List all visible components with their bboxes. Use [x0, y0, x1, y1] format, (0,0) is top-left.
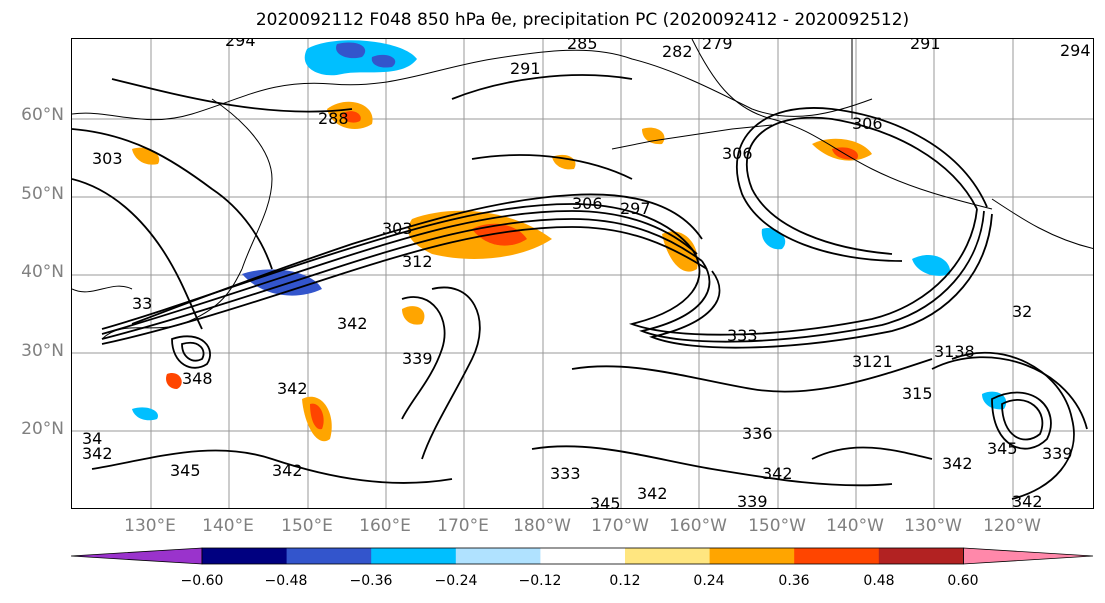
contour-label: 342 [762, 464, 793, 483]
colorbar-tick: −0.60 [180, 573, 224, 589]
lon-label: 140°E [202, 516, 254, 536]
colorbar [71, 547, 1094, 565]
contour-label: 3138 [934, 342, 975, 361]
contour-label: 279 [702, 39, 733, 53]
contour-label: 342 [942, 454, 973, 473]
lon-label: 130°E [124, 516, 176, 536]
colorbar-tick: 0.36 [778, 573, 810, 589]
contour-label: 306 [572, 194, 603, 213]
contour-label: 339 [1042, 444, 1073, 463]
colorbar-tick: 0.12 [609, 573, 641, 589]
colorbar-cell [709, 548, 795, 564]
contour-label: 342 [82, 444, 113, 463]
colorbar-cell [540, 548, 626, 564]
contour-label: 294 [1060, 41, 1091, 60]
contour-label: 342 [1012, 492, 1043, 509]
colorbar-cell [371, 548, 457, 564]
colorbar-tick: −0.12 [518, 573, 562, 589]
contour-label: 336 [742, 424, 773, 443]
colorbar-tick: −0.24 [434, 573, 478, 589]
precip-shading [132, 40, 1007, 442]
lon-label: 120°W [983, 516, 1041, 536]
contour-label: 291 [910, 39, 941, 53]
contour-label: 34 [82, 429, 102, 448]
contour-label: 333 [727, 326, 758, 345]
colorbar-tick: 0.24 [693, 573, 725, 589]
lon-label: 160°E [359, 516, 411, 536]
lon-label: 170°E [437, 516, 489, 536]
contour-label: 348 [182, 369, 213, 388]
map-panel: 294 285 282 279 291 291 294 288 303 306 … [71, 38, 1094, 509]
contour-label: 297 [620, 199, 651, 218]
colorbar-tick: −0.48 [264, 573, 308, 589]
colorbar-cell [202, 548, 288, 564]
contour-label: 285 [567, 39, 598, 53]
contour-label: 294 [225, 39, 256, 50]
contour-label: 333 [550, 464, 581, 483]
colorbar-cell [286, 548, 372, 564]
lat-label-40n: 40°N [21, 262, 64, 282]
contour-label: 282 [662, 42, 693, 61]
colorbar-outline [201, 547, 964, 565]
contour-label: 306 [722, 144, 753, 163]
contour-label: 339 [737, 492, 768, 509]
lat-label-20n: 20°N [21, 419, 64, 439]
contour-label: 303 [92, 149, 123, 168]
colorbar-cell [625, 548, 711, 564]
colorbar-tick: −0.36 [349, 573, 393, 589]
theta-e-contours [72, 74, 1088, 500]
lat-label-50n: 50°N [21, 184, 64, 204]
map-title: 2020092112 F048 850 hPa θe, precipitatio… [255, 10, 910, 30]
lon-label: 150°W [748, 516, 806, 536]
colorbar-extend-high [963, 547, 1094, 565]
lon-label: 130°W [904, 516, 962, 536]
contour-label: 345 [590, 494, 621, 509]
contour-label: 345 [987, 439, 1018, 458]
lon-label: 160°W [669, 516, 727, 536]
contour-label: 291 [510, 59, 541, 78]
colorbar-extend-low [71, 547, 203, 565]
contour-label: 342 [337, 314, 368, 333]
contour-label: 32 [1012, 302, 1032, 321]
lon-label: 140°W [826, 516, 884, 536]
coastlines [72, 39, 1093, 340]
contour-label: 345 [170, 461, 201, 480]
colorbar-cell [878, 548, 964, 564]
contour-label: 303 [382, 219, 413, 238]
contour-label: 3121 [852, 352, 893, 371]
contour-label: 33 [132, 294, 152, 313]
contour-label: 312 [402, 252, 433, 271]
contour-label: 306 [852, 114, 883, 133]
colorbar-cells [71, 547, 1094, 565]
lat-label-30n: 30°N [21, 341, 64, 361]
colorbar-tick: 0.60 [947, 573, 979, 589]
map-canvas: 294 285 282 279 291 291 294 288 303 306 … [72, 39, 1093, 509]
colorbar-tick: 0.48 [863, 573, 895, 589]
contour-label: 288 [318, 109, 349, 128]
contour-label: 342 [272, 461, 303, 480]
contour-label: 339 [402, 349, 433, 368]
lat-label-60n: 60°N [21, 105, 64, 125]
lon-label: 180°W [513, 516, 571, 536]
contour-label: 315 [902, 384, 933, 403]
contour-label-group: 294 285 282 279 291 291 294 288 303 306 … [82, 39, 1091, 509]
contour-label: 342 [637, 484, 668, 503]
lon-label: 170°W [591, 516, 649, 536]
colorbar-cell [455, 548, 541, 564]
colorbar-cell [794, 548, 880, 564]
contour-label: 342 [277, 379, 308, 398]
lon-label: 150°E [281, 516, 333, 536]
